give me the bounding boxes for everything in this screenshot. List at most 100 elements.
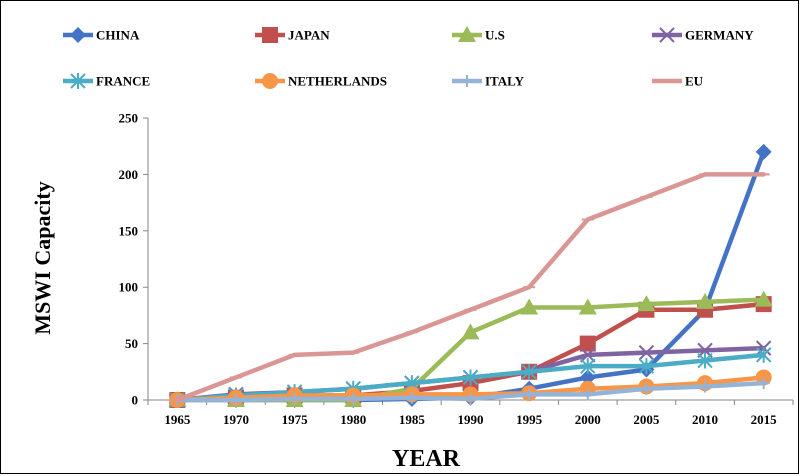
legend-marker bbox=[262, 27, 278, 43]
y-tick-label: 150 bbox=[119, 223, 139, 238]
marker-shape bbox=[462, 369, 479, 386]
marker-shape bbox=[638, 344, 655, 361]
marker-shape bbox=[464, 392, 477, 405]
data-point-italy bbox=[640, 382, 653, 395]
marker-shape bbox=[521, 363, 537, 380]
data-point-china bbox=[579, 369, 596, 386]
marker-shape bbox=[70, 73, 86, 89]
marker-shape bbox=[757, 377, 770, 390]
data-point-italy bbox=[347, 392, 360, 405]
x-tick-label: 1995 bbox=[516, 412, 543, 427]
data-point-france bbox=[580, 358, 596, 375]
legend-marker bbox=[70, 73, 86, 89]
data-point-france bbox=[462, 369, 479, 386]
legend-item-netherlands: NETHERLANDS bbox=[255, 73, 387, 89]
marker-shape bbox=[347, 392, 360, 405]
legend-item-u-s: U.S bbox=[452, 26, 505, 43]
data-point-germany bbox=[580, 347, 596, 363]
data-point-u-s bbox=[520, 298, 539, 315]
legend-marker bbox=[461, 75, 473, 87]
legend-label: GERMANY bbox=[685, 28, 754, 43]
legend-label: U.S bbox=[485, 28, 505, 43]
axes: 0 50 100 150 200 250 1965 1970 1975 1980 1985 1990 1… bbox=[119, 111, 794, 427]
x-tick-label: 2015 bbox=[751, 412, 778, 427]
legend-item-china: CHINA bbox=[63, 27, 140, 43]
legend-label: EU bbox=[685, 74, 704, 89]
data-point-japan bbox=[579, 335, 596, 352]
y-tick-label: 200 bbox=[119, 167, 139, 182]
y-tick-label: 250 bbox=[119, 111, 139, 126]
marker-shape bbox=[581, 388, 594, 401]
legend-label: NETHERLANDS bbox=[288, 74, 387, 89]
marker-shape bbox=[262, 27, 278, 43]
marker-shape bbox=[458, 26, 476, 42]
data-point-france bbox=[521, 363, 537, 380]
data-point-france bbox=[638, 358, 655, 375]
x-axis-title: YEAR bbox=[392, 446, 461, 472]
y-axis-title: MSWI Capacity bbox=[30, 181, 55, 334]
legend-label: FRANCE bbox=[96, 74, 150, 89]
legend-marker bbox=[262, 73, 278, 89]
legend-item-japan: JAPAN bbox=[255, 27, 330, 43]
marker-shape bbox=[229, 394, 242, 406]
marker-shape bbox=[580, 358, 596, 375]
data-point-u-s bbox=[754, 290, 773, 307]
marker-shape bbox=[699, 380, 712, 393]
marker-shape bbox=[638, 358, 655, 375]
marker-shape bbox=[640, 382, 653, 395]
marker-shape bbox=[520, 298, 539, 315]
legend-label: JAPAN bbox=[288, 28, 330, 43]
marker-shape bbox=[696, 292, 715, 309]
data-point-germany bbox=[638, 344, 655, 361]
marker-shape bbox=[579, 335, 596, 352]
data-point-italy bbox=[581, 388, 594, 401]
y-tick-label: 0 bbox=[132, 393, 139, 408]
data-point-italy bbox=[288, 392, 301, 405]
x-tick-label: 1975 bbox=[282, 412, 309, 427]
marker-shape bbox=[637, 295, 656, 312]
legend-item-germany: GERMANY bbox=[652, 27, 754, 43]
marker-shape bbox=[755, 346, 772, 363]
data-point-italy bbox=[229, 394, 242, 406]
legend-item-eu: EU bbox=[652, 74, 704, 89]
x-tick-label: 1990 bbox=[458, 412, 484, 427]
series-line-eu bbox=[175, 172, 766, 403]
series-eu bbox=[171, 172, 770, 403]
data-point-italy bbox=[405, 391, 418, 404]
x-tick-label: 1985 bbox=[399, 412, 426, 427]
marker-shape bbox=[523, 388, 536, 401]
marker-shape bbox=[70, 27, 86, 43]
marker-shape bbox=[262, 73, 278, 89]
marker-shape bbox=[288, 392, 301, 405]
x-tick-label: 1965 bbox=[164, 412, 191, 427]
x-tick-label: 1970 bbox=[223, 412, 249, 427]
x-tick-label: 2000 bbox=[575, 412, 601, 427]
marker-shape bbox=[697, 352, 713, 369]
data-point-italy bbox=[464, 392, 477, 405]
marker-shape bbox=[754, 290, 773, 307]
data-point-u-s bbox=[696, 292, 715, 309]
x-tick-label: 1980 bbox=[340, 412, 366, 427]
data-point-france bbox=[697, 352, 713, 369]
legend-item-france: FRANCE bbox=[63, 73, 150, 89]
marker-shape bbox=[461, 75, 473, 87]
legend-marker bbox=[458, 26, 476, 42]
legend: CHINA JAPAN U.S GERMANY FRANCE NETHERLANDS ITA… bbox=[63, 26, 754, 89]
legend-marker bbox=[659, 27, 675, 43]
y-tick-label: 100 bbox=[119, 280, 139, 295]
legend-label: ITALY bbox=[485, 74, 525, 89]
series-layer bbox=[168, 143, 773, 408]
data-point-italy bbox=[757, 377, 770, 390]
marker-shape bbox=[580, 347, 596, 363]
data-point-italy bbox=[699, 380, 712, 393]
data-point-u-s bbox=[461, 323, 480, 340]
legend-marker bbox=[70, 27, 86, 43]
marker-shape bbox=[755, 143, 772, 160]
data-point-italy bbox=[523, 388, 536, 401]
legend-label: CHINA bbox=[96, 28, 140, 43]
x-tick-label: 2010 bbox=[692, 412, 718, 427]
data-point-france bbox=[755, 346, 772, 363]
y-tick-label: 50 bbox=[125, 336, 138, 351]
marker-shape bbox=[405, 391, 418, 404]
